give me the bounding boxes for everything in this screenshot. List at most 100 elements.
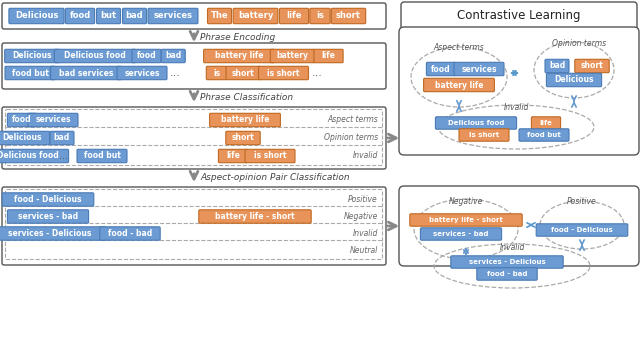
FancyBboxPatch shape <box>424 78 495 92</box>
Text: services - bad: services - bad <box>18 212 78 221</box>
Text: Phrase Classification: Phrase Classification <box>200 94 293 102</box>
Text: food - Delicious: food - Delicious <box>14 195 82 204</box>
FancyBboxPatch shape <box>420 228 502 240</box>
Text: ...: ... <box>246 151 255 161</box>
FancyBboxPatch shape <box>226 66 260 80</box>
FancyBboxPatch shape <box>100 227 160 240</box>
FancyBboxPatch shape <box>6 127 383 147</box>
Text: services - Delicious: services - Delicious <box>8 229 92 238</box>
FancyBboxPatch shape <box>65 8 95 24</box>
FancyBboxPatch shape <box>97 8 120 24</box>
Text: food but: food but <box>84 151 120 161</box>
Text: Positive: Positive <box>348 195 378 204</box>
Text: food: food <box>69 12 91 20</box>
Text: is short: is short <box>268 69 300 77</box>
Text: Invalid: Invalid <box>353 151 378 161</box>
Text: Opinion terms: Opinion terms <box>324 133 378 143</box>
FancyBboxPatch shape <box>401 2 637 30</box>
Text: food: food <box>137 51 156 61</box>
Text: services - bad: services - bad <box>433 231 489 237</box>
Text: battery life: battery life <box>435 81 483 89</box>
FancyBboxPatch shape <box>233 8 278 24</box>
Text: Invalid: Invalid <box>353 229 378 238</box>
Text: battery: battery <box>238 12 273 20</box>
FancyBboxPatch shape <box>2 107 386 169</box>
Text: food - bad: food - bad <box>487 271 527 277</box>
Text: battery life: battery life <box>215 51 263 61</box>
Text: services: services <box>461 64 497 74</box>
Text: Delicious food: Delicious food <box>448 120 504 126</box>
FancyBboxPatch shape <box>435 117 516 129</box>
FancyBboxPatch shape <box>6 189 383 208</box>
FancyBboxPatch shape <box>9 8 64 24</box>
Text: Delicious: Delicious <box>13 51 52 61</box>
Text: food: food <box>431 64 451 74</box>
Text: short: short <box>580 62 604 70</box>
FancyBboxPatch shape <box>477 268 537 280</box>
Text: is short: is short <box>469 132 499 138</box>
Text: bad: bad <box>125 12 143 20</box>
Text: food: food <box>12 115 32 125</box>
Text: Delicious food: Delicious food <box>64 51 126 61</box>
FancyBboxPatch shape <box>2 3 386 29</box>
Text: Negative: Negative <box>344 212 378 221</box>
Text: life: life <box>286 12 301 20</box>
Text: services: services <box>124 69 160 77</box>
FancyBboxPatch shape <box>332 8 365 24</box>
Text: Positive: Positive <box>567 197 597 207</box>
FancyBboxPatch shape <box>28 113 78 127</box>
Text: bad: bad <box>549 62 565 70</box>
FancyBboxPatch shape <box>454 62 504 76</box>
FancyBboxPatch shape <box>280 8 308 24</box>
Text: ...: ... <box>59 151 68 161</box>
FancyBboxPatch shape <box>545 59 569 73</box>
Text: Delicious: Delicious <box>15 12 58 20</box>
FancyBboxPatch shape <box>4 49 60 63</box>
FancyBboxPatch shape <box>5 66 55 80</box>
FancyBboxPatch shape <box>132 49 161 63</box>
Text: Contrastive Learning: Contrastive Learning <box>457 10 580 23</box>
FancyBboxPatch shape <box>210 113 280 127</box>
Text: Opinion terms: Opinion terms <box>552 38 606 48</box>
FancyBboxPatch shape <box>218 149 248 163</box>
FancyBboxPatch shape <box>536 224 628 236</box>
FancyBboxPatch shape <box>2 43 386 89</box>
Text: life: life <box>540 120 552 126</box>
Text: Invalid: Invalid <box>503 102 529 112</box>
Text: Neutral: Neutral <box>349 246 378 255</box>
Text: ...: ... <box>312 68 323 78</box>
FancyBboxPatch shape <box>451 256 563 268</box>
FancyBboxPatch shape <box>531 117 561 129</box>
FancyBboxPatch shape <box>6 224 383 243</box>
FancyBboxPatch shape <box>207 8 232 24</box>
FancyBboxPatch shape <box>0 227 106 240</box>
Text: food but: food but <box>527 132 561 138</box>
FancyBboxPatch shape <box>6 145 383 165</box>
FancyBboxPatch shape <box>245 149 295 163</box>
FancyBboxPatch shape <box>426 62 456 76</box>
FancyBboxPatch shape <box>117 66 167 80</box>
Text: life: life <box>226 151 240 161</box>
Text: Aspect terms: Aspect terms <box>434 44 484 52</box>
Text: Aspect-opinion Pair Classification: Aspect-opinion Pair Classification <box>200 174 349 182</box>
FancyBboxPatch shape <box>410 214 522 226</box>
FancyBboxPatch shape <box>77 149 127 163</box>
FancyBboxPatch shape <box>51 66 122 80</box>
Text: food - Delicious: food - Delicious <box>551 227 613 233</box>
FancyBboxPatch shape <box>399 186 639 266</box>
Text: short: short <box>336 12 361 20</box>
FancyBboxPatch shape <box>519 129 569 141</box>
FancyBboxPatch shape <box>270 49 315 63</box>
Text: Delicious: Delicious <box>554 75 594 84</box>
FancyBboxPatch shape <box>314 49 343 63</box>
Text: battery: battery <box>276 51 308 61</box>
FancyBboxPatch shape <box>0 149 68 163</box>
Text: is: is <box>316 12 324 20</box>
Text: ...: ... <box>170 68 181 78</box>
Text: short: short <box>232 133 254 143</box>
FancyBboxPatch shape <box>199 210 311 223</box>
FancyBboxPatch shape <box>204 49 275 63</box>
FancyBboxPatch shape <box>0 131 50 145</box>
FancyBboxPatch shape <box>226 131 260 145</box>
FancyBboxPatch shape <box>2 193 94 206</box>
